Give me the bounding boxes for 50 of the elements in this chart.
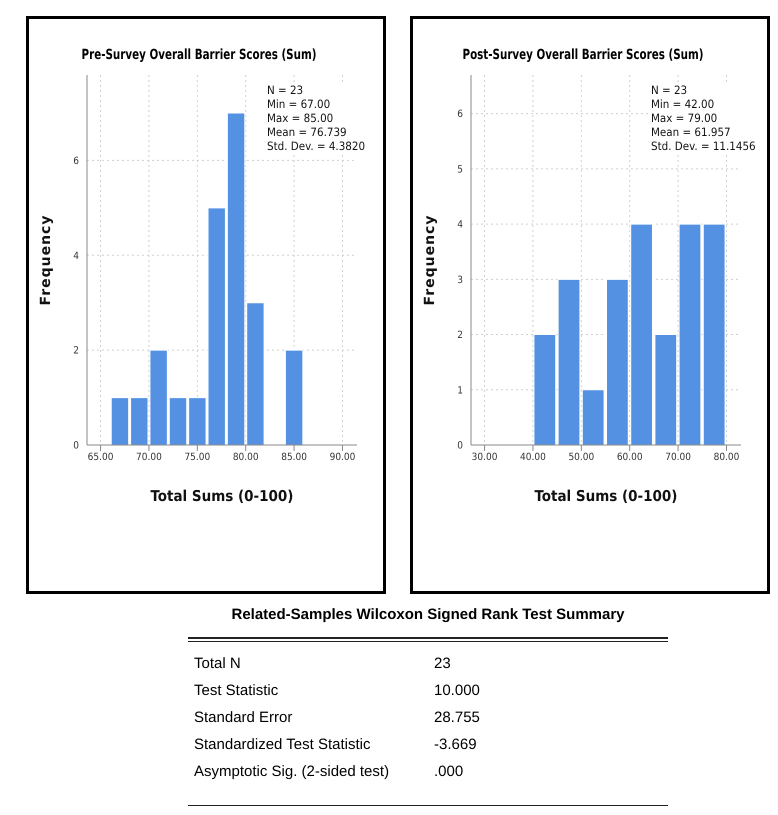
y-axis-title: Frequency: [38, 214, 54, 306]
text: 23: [434, 654, 451, 674]
annotation: N = 23: [267, 83, 304, 97]
y-tick-label: 5: [457, 164, 463, 176]
text: -3.669: [434, 735, 477, 755]
text: Test Statistic: [194, 681, 280, 701]
text: Total N: [194, 654, 242, 674]
y-tick-label: 1: [457, 385, 463, 396]
x-axis-title: Total Sums (0-100): [150, 487, 294, 505]
x-tick-label: 60.00: [616, 452, 643, 464]
annotation: Max = 79.00: [651, 111, 718, 125]
annotation: Min = 42.00: [651, 97, 716, 111]
text: .000: [434, 762, 464, 782]
annotation: Min = 67.00: [267, 97, 332, 111]
x-tick-label: 65.00: [88, 452, 114, 464]
y-tick-label: 0: [73, 440, 80, 452]
annotation: Std. Dev. = 4.3820: [267, 139, 366, 153]
x-tick-label: 30.00: [472, 452, 498, 464]
text: 28.755: [434, 708, 480, 728]
chart-title: Post-Survey Overall Barrier Scores (Sum): [462, 47, 704, 63]
y-tick-label: 4: [457, 220, 464, 231]
y-tick-label: 6: [73, 156, 80, 167]
x-tick-label: 70.00: [136, 452, 162, 464]
annotation: Std. Dev. = 11.1456: [651, 139, 756, 153]
annotation: Mean = 76.739: [267, 125, 348, 139]
x-tick-label: 80.00: [714, 452, 740, 464]
x-tick-label: 40.00: [520, 452, 546, 464]
x-axis-title: Total Sums (0-100): [534, 487, 678, 505]
y-tick-label: 0: [457, 440, 464, 452]
text: 10.000: [434, 681, 480, 701]
text: Asymptotic Sig. (2-sided test): [194, 762, 390, 782]
x-tick-label: 75.00: [184, 452, 210, 464]
x-tick-label: 70.00: [665, 452, 692, 464]
text: Related-Samples Wilcoxon Signed Rank Test Summary: [230, 606, 626, 623]
text: Standard Error: [194, 708, 294, 728]
y-tick-label: 2: [73, 346, 79, 357]
y-tick-label: 2: [457, 330, 463, 342]
annotation: Mean = 61.957: [651, 125, 732, 139]
x-tick-label: 50.00: [568, 452, 594, 464]
y-axis-title: Frequency: [422, 214, 438, 306]
x-tick-label: 90.00: [330, 452, 356, 464]
y-tick-label: 6: [457, 109, 464, 120]
y-tick-label: 4: [73, 250, 80, 262]
chart-title: Pre-Survey Overall Barrier Scores (Sum): [80, 47, 318, 63]
y-tick-label: 3: [457, 274, 463, 286]
x-tick-label: 80.00: [232, 452, 259, 464]
x-tick-label: 85.00: [281, 452, 308, 464]
text: Standardized Test Statistic: [194, 735, 372, 755]
annotation: Max = 85.00: [267, 111, 334, 125]
annotation: N = 23: [651, 83, 688, 97]
